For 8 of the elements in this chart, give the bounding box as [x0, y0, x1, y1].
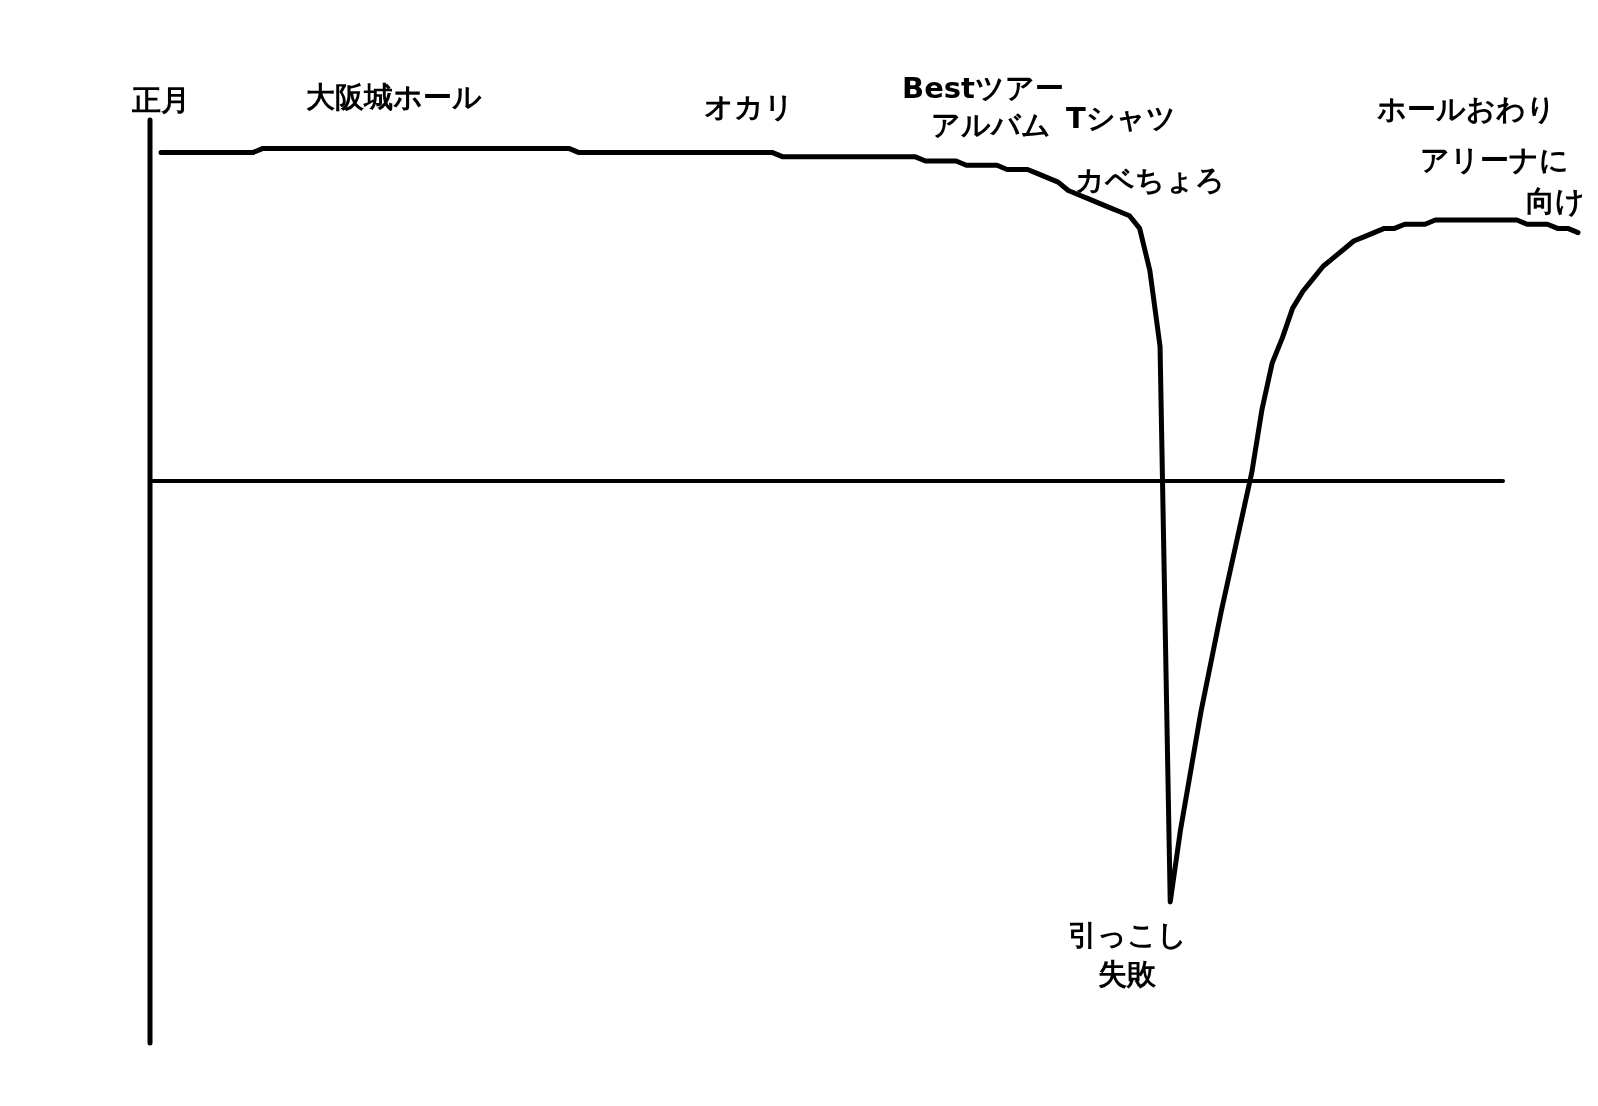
text: 引っこし失敗 [1067, 918, 1187, 991]
text: オカリ [704, 90, 794, 124]
text: Bestツアーアルバム [902, 71, 1064, 142]
annotation: カベちょろ [1075, 163, 1225, 197]
text: 大阪城ホール [306, 80, 482, 114]
text: 正月 [131, 83, 190, 117]
text: Tシャツ [1066, 101, 1176, 135]
annotation: ホールおわりアリーナに向け [1376, 92, 1585, 218]
